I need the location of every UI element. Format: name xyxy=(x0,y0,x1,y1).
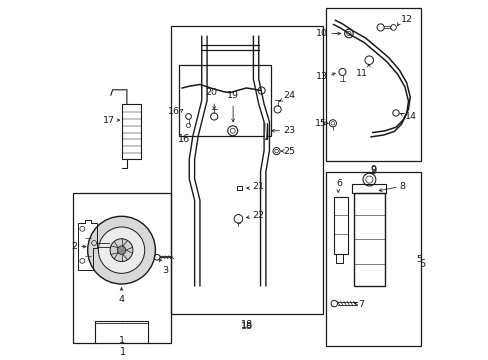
Text: 18: 18 xyxy=(241,320,253,330)
Text: 20: 20 xyxy=(205,88,217,97)
Text: 8: 8 xyxy=(399,182,405,191)
Text: 16: 16 xyxy=(167,107,179,116)
Bar xyxy=(326,8,420,161)
Text: 14: 14 xyxy=(404,112,416,121)
Text: 12: 12 xyxy=(400,15,412,24)
Text: 11: 11 xyxy=(355,69,366,78)
Text: 9: 9 xyxy=(370,166,376,176)
Text: 9: 9 xyxy=(370,165,376,174)
Bar xyxy=(334,197,347,254)
Text: 25: 25 xyxy=(283,147,294,156)
Text: 23: 23 xyxy=(283,126,295,135)
Bar xyxy=(73,193,171,343)
Text: 4: 4 xyxy=(118,295,124,304)
Text: 17: 17 xyxy=(102,116,114,125)
Text: 15: 15 xyxy=(314,119,326,128)
Bar xyxy=(353,193,384,286)
Text: 18: 18 xyxy=(241,322,253,331)
Text: 2: 2 xyxy=(72,242,78,251)
Bar xyxy=(178,65,271,136)
Circle shape xyxy=(87,216,155,284)
Text: 13: 13 xyxy=(315,72,327,81)
Circle shape xyxy=(110,239,133,262)
Bar xyxy=(326,172,420,346)
Text: 24: 24 xyxy=(283,91,294,100)
Text: 10: 10 xyxy=(316,29,327,38)
Text: 5: 5 xyxy=(415,255,421,264)
Text: 16: 16 xyxy=(178,134,190,144)
Text: 7: 7 xyxy=(358,300,364,309)
Text: 6: 6 xyxy=(336,179,342,188)
Text: 1: 1 xyxy=(118,336,124,345)
Text: 1: 1 xyxy=(119,347,125,357)
Circle shape xyxy=(117,246,125,255)
Text: 19: 19 xyxy=(226,91,239,100)
Text: 3: 3 xyxy=(162,266,168,275)
Circle shape xyxy=(98,227,144,273)
Text: 21: 21 xyxy=(252,182,264,191)
Bar xyxy=(171,26,322,314)
Bar xyxy=(236,186,242,190)
Text: 5: 5 xyxy=(418,259,424,269)
Text: 22: 22 xyxy=(252,211,264,220)
Bar xyxy=(122,104,141,159)
Bar xyxy=(352,184,386,193)
